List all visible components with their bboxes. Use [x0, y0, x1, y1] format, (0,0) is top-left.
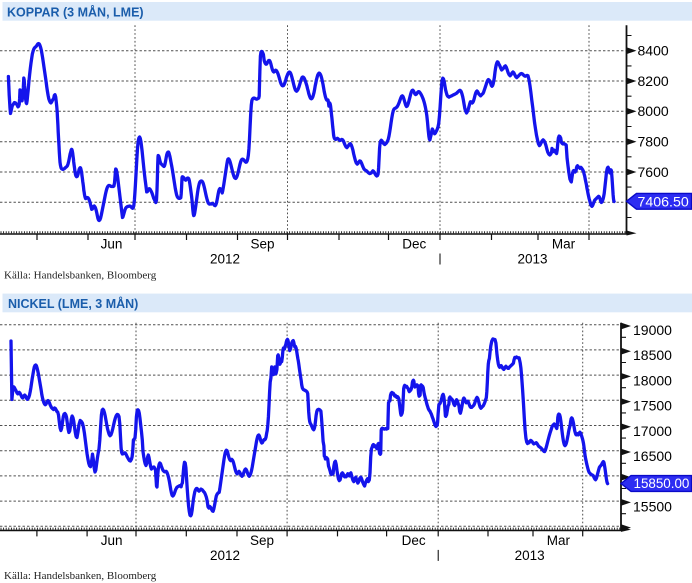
svg-text:2013: 2013 [517, 252, 547, 267]
svg-text:19000: 19000 [633, 322, 672, 338]
svg-text:17000: 17000 [633, 423, 672, 439]
svg-text:2013: 2013 [515, 548, 545, 563]
svg-text:8000: 8000 [638, 103, 669, 119]
svg-text:Dec: Dec [402, 533, 426, 548]
svg-text:8400: 8400 [638, 43, 669, 59]
svg-text:7600: 7600 [638, 164, 669, 180]
svg-text:Sep: Sep [250, 237, 274, 252]
svg-text:Mar: Mar [552, 237, 576, 252]
svg-text:16500: 16500 [633, 448, 672, 464]
svg-text:Källa: Handelsbanken, Bloomber: Källa: Handelsbanken, Bloomberg [4, 270, 157, 282]
svg-text:Jun: Jun [101, 533, 123, 548]
svg-text:2012: 2012 [210, 252, 240, 267]
svg-text:KOPPAR (3 MÅN, LME): KOPPAR (3 MÅN, LME) [7, 4, 144, 19]
svg-text:18500: 18500 [633, 347, 672, 363]
svg-text:Sep: Sep [250, 533, 274, 548]
svg-text:7800: 7800 [638, 134, 669, 150]
svg-text:Mar: Mar [547, 533, 571, 548]
svg-text:17500: 17500 [633, 398, 672, 414]
svg-text:7406.50: 7406.50 [638, 194, 689, 210]
svg-text:Jun: Jun [101, 237, 123, 252]
svg-text:15500: 15500 [633, 498, 672, 514]
svg-text:18000: 18000 [633, 372, 672, 388]
svg-text:15850.00: 15850.00 [634, 476, 690, 491]
svg-text:2012: 2012 [210, 548, 240, 563]
svg-text:Källa: Handelsbanken, Bloomber: Källa: Handelsbanken, Bloomberg [4, 570, 157, 582]
svg-text:8200: 8200 [638, 73, 669, 89]
svg-text:Dec: Dec [402, 237, 426, 252]
svg-text:NICKEL (LME, 3 MÅN): NICKEL (LME, 3 MÅN) [8, 296, 138, 311]
